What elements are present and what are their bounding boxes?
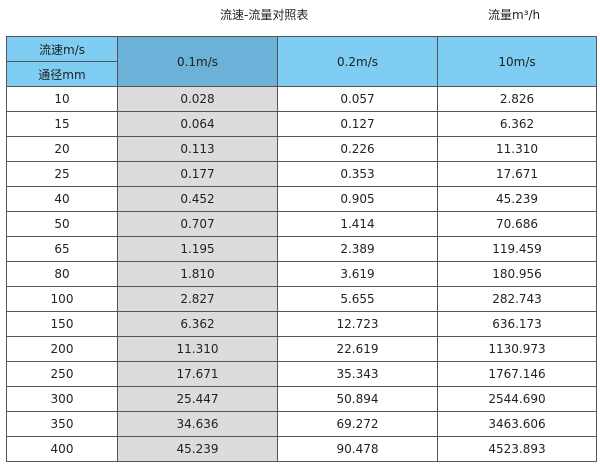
unit-label: 流量m³/h <box>488 8 541 22</box>
table-row: 200 11.310 22.619 1130.973 <box>6 336 597 362</box>
flow-cell: 0.113 <box>117 136 278 162</box>
flow-cell: 11.310 <box>437 136 597 162</box>
diameter-cell: 25 <box>6 161 118 187</box>
flow-cell: 1130.973 <box>437 336 597 362</box>
flow-cell: 2.826 <box>437 86 597 112</box>
flow-table: 流速m/s 0.1m/s 0.2m/s 10m/s 通径mm 10 0.028 0.… <box>6 36 597 462</box>
flow-cell: 45.239 <box>437 186 597 212</box>
diameter-cell: 300 <box>6 386 118 412</box>
flow-cell: 35.343 <box>277 361 438 387</box>
diameter-cell: 150 <box>6 311 118 337</box>
flow-cell: 1.195 <box>117 236 278 262</box>
diameter-cell: 200 <box>6 336 118 362</box>
table-row: 150 6.362 12.723 636.173 <box>6 311 597 337</box>
flow-cell: 0.905 <box>277 186 438 212</box>
table-title: 流速-流量对照表 <box>220 8 309 22</box>
table-row: 250 17.671 35.343 1767.146 <box>6 361 597 387</box>
flow-cell: 34.636 <box>117 411 278 437</box>
flow-cell: 25.447 <box>117 386 278 412</box>
flow-cell: 1.414 <box>277 211 438 237</box>
table-row: 25 0.177 0.353 17.671 <box>6 161 597 187</box>
diameter-cell: 80 <box>6 261 118 287</box>
flow-cell: 282.743 <box>437 286 597 312</box>
table-row: 300 25.447 50.894 2544.690 <box>6 386 597 412</box>
flow-cell: 45.239 <box>117 436 278 462</box>
table-row: 350 34.636 69.272 3463.606 <box>6 411 597 437</box>
flow-cell: 50.894 <box>277 386 438 412</box>
flow-cell: 0.177 <box>117 161 278 187</box>
flow-cell: 0.028 <box>117 86 278 112</box>
flow-cell: 4523.893 <box>437 436 597 462</box>
flow-cell: 1767.146 <box>437 361 597 387</box>
flow-cell: 0.057 <box>277 86 438 112</box>
table-row: 50 0.707 1.414 70.686 <box>6 211 597 237</box>
table-row: 40 0.452 0.905 45.239 <box>6 186 597 212</box>
flow-cell: 22.619 <box>277 336 438 362</box>
flow-cell: 180.956 <box>437 261 597 287</box>
table-row: 15 0.064 0.127 6.362 <box>6 111 597 137</box>
flow-cell: 70.686 <box>437 211 597 237</box>
diameter-cell: 400 <box>6 436 118 462</box>
flow-cell: 90.478 <box>277 436 438 462</box>
flow-cell: 2544.690 <box>437 386 597 412</box>
diameter-cell: 20 <box>6 136 118 162</box>
table-row: 100 2.827 5.655 282.743 <box>6 286 597 312</box>
flow-cell: 12.723 <box>277 311 438 337</box>
column-header: 0.1m/s <box>117 36 278 87</box>
flow-cell: 5.655 <box>277 286 438 312</box>
flow-cell: 6.362 <box>117 311 278 337</box>
diameter-cell: 50 <box>6 211 118 237</box>
flow-cell: 0.353 <box>277 161 438 187</box>
diameter-cell: 100 <box>6 286 118 312</box>
table-row: 20 0.113 0.226 11.310 <box>6 136 597 162</box>
diameter-cell: 15 <box>6 111 118 137</box>
flow-cell: 3.619 <box>277 261 438 287</box>
flow-cell: 0.452 <box>117 186 278 212</box>
diameter-cell: 40 <box>6 186 118 212</box>
flow-cell: 2.389 <box>277 236 438 262</box>
flow-cell: 11.310 <box>117 336 278 362</box>
table-row: 10 0.028 0.057 2.826 <box>6 86 597 112</box>
flow-cell: 17.671 <box>117 361 278 387</box>
diameter-cell: 65 <box>6 236 118 262</box>
velocity-header: 流速m/s <box>6 36 118 62</box>
flow-cell: 0.064 <box>117 111 278 137</box>
diameter-cell: 250 <box>6 361 118 387</box>
table-row: 80 1.810 3.619 180.956 <box>6 261 597 287</box>
flow-cell: 2.827 <box>117 286 278 312</box>
flow-cell: 636.173 <box>437 311 597 337</box>
column-header: 10m/s <box>437 36 597 87</box>
flow-cell: 17.671 <box>437 161 597 187</box>
flow-cell: 0.127 <box>277 111 438 137</box>
flow-cell: 6.362 <box>437 111 597 137</box>
flow-cell: 119.459 <box>437 236 597 262</box>
flow-cell: 0.226 <box>277 136 438 162</box>
table-row: 65 1.195 2.389 119.459 <box>6 236 597 262</box>
column-header: 0.2m/s <box>277 36 438 87</box>
table-row: 400 45.239 90.478 4523.893 <box>6 436 597 462</box>
diameter-cell: 10 <box>6 86 118 112</box>
flow-cell: 0.707 <box>117 211 278 237</box>
diameter-header: 通径mm <box>6 61 118 87</box>
flow-cell: 3463.606 <box>437 411 597 437</box>
flow-cell: 69.272 <box>277 411 438 437</box>
flow-cell: 1.810 <box>117 261 278 287</box>
diameter-cell: 350 <box>6 411 118 437</box>
